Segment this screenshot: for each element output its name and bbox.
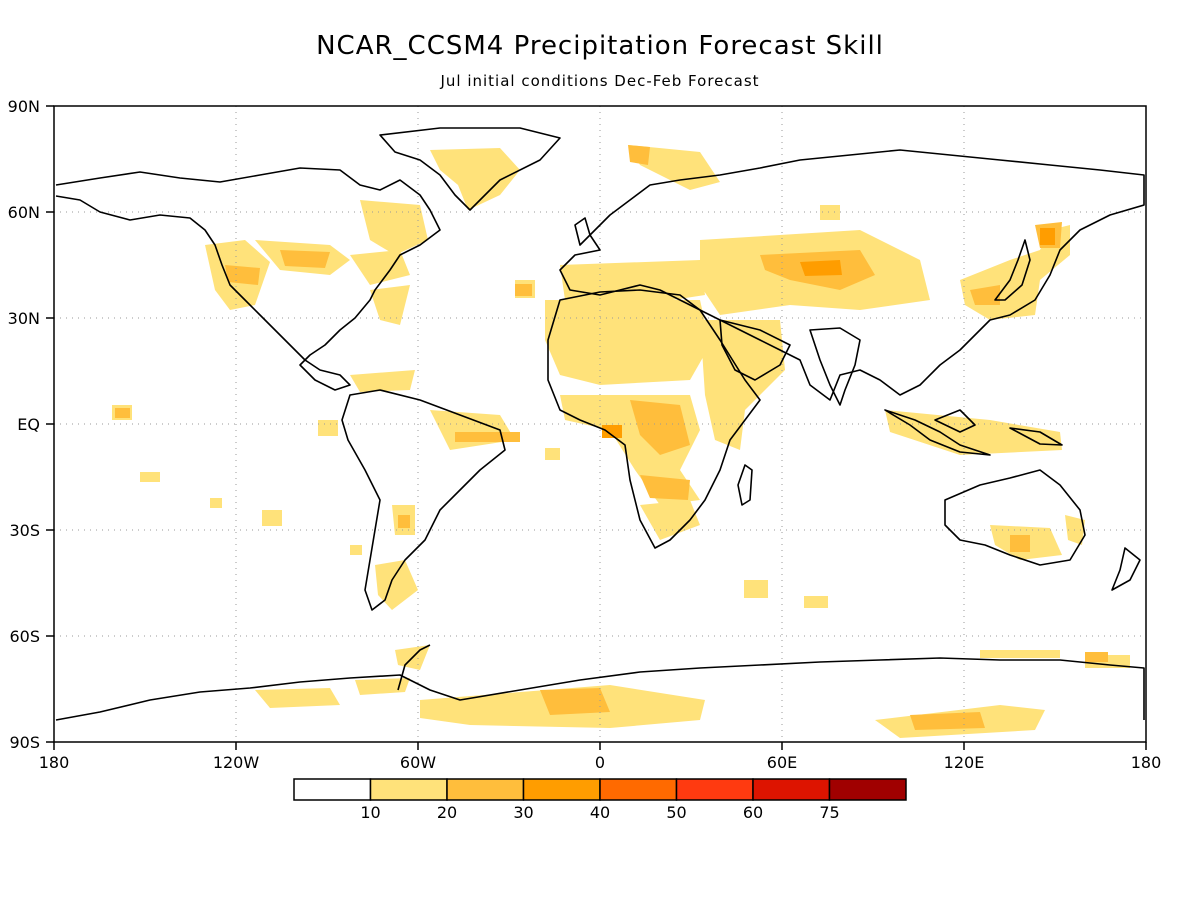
colorbar-swatch (828, 778, 907, 801)
colorbar-label: 50 (666, 803, 686, 822)
colorbar-swatch (752, 778, 831, 801)
lat-label-90s: 90S (9, 733, 40, 752)
skill-30-40-regions (602, 228, 1055, 438)
colorbar-swatch (599, 778, 678, 801)
lon-label-60e: 60E (767, 753, 797, 772)
lon-label-180w: 180 (39, 753, 70, 772)
skill-20-30-regions (115, 145, 1108, 730)
lon-label-120w: 120W (213, 753, 260, 772)
lon-label-120e: 120E (944, 753, 985, 772)
lat-label-60n: 60N (8, 203, 40, 222)
graticule (54, 106, 1146, 742)
colorbar: 10 20 30 40 50 60 75 (293, 778, 907, 822)
lon-label-180e: 180 (1131, 753, 1162, 772)
colorbar-label: 30 (513, 803, 533, 822)
map-subtitle: Jul initial conditions Dec-Feb Forecast (439, 72, 759, 90)
lon-label-0: 0 (595, 753, 605, 772)
longitude-labels: 180 120W 60W 0 60E 120E 180 (39, 753, 1162, 772)
colorbar-label: 60 (743, 803, 763, 822)
lat-label-90n: 90N (8, 97, 40, 116)
colorbar-swatch (522, 778, 601, 801)
colorbar-swatch (293, 778, 372, 801)
colorbar-swatch (369, 778, 448, 801)
colorbar-label: 40 (590, 803, 610, 822)
lat-label-30n: 30N (8, 309, 40, 328)
colorbar-label: 20 (437, 803, 457, 822)
colorbar-label: 75 (819, 803, 839, 822)
latitude-labels: 90N 60N 30N EQ 30S 60S 90S (8, 97, 40, 752)
lat-label-30s: 30S (9, 521, 40, 540)
coastlines (55, 127, 1145, 721)
tick-marks (46, 105, 1147, 750)
lon-label-60w: 60W (400, 753, 436, 772)
map-title: NCAR_CCSM4 Precipitation Forecast Skill (316, 31, 884, 61)
colorbar-label: 10 (360, 803, 380, 822)
colorbar-swatch (675, 778, 754, 801)
lat-label-eq: EQ (17, 415, 40, 434)
colorbar-swatch (446, 778, 525, 801)
lat-label-60s: 60S (9, 627, 40, 646)
